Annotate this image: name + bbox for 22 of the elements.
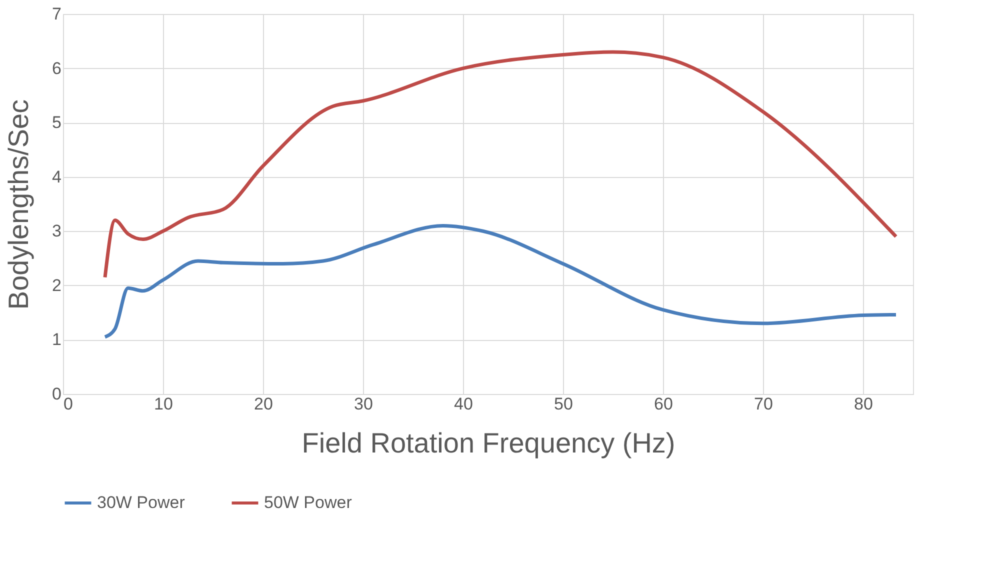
y-tick-label: 4 <box>52 167 62 186</box>
y-tick-label: 1 <box>52 330 62 350</box>
x-axis-title: Field Rotation Frequency (Hz) <box>302 428 676 458</box>
y-tick-label: 7 <box>52 4 62 24</box>
line-series <box>103 224 898 339</box>
y-tick-label: 2 <box>52 276 62 295</box>
y-tick-label: 6 <box>52 58 62 78</box>
x-tick-label: 20 <box>254 394 273 414</box>
legend-label: 50W Power <box>264 493 352 512</box>
y-tick-label: 3 <box>52 222 62 241</box>
x-tick-label: 30 <box>354 394 373 414</box>
x-tick-label: 10 <box>154 394 173 414</box>
y-tick-label: 5 <box>52 113 62 132</box>
x-tick-label: 70 <box>754 394 773 414</box>
x-tick-label: 40 <box>454 394 473 414</box>
legend-label: 30W Power <box>97 493 186 512</box>
y-axis-title: Bodylengths/Sec <box>3 99 34 310</box>
x-tick-label: 80 <box>854 394 873 414</box>
line-series <box>103 50 898 280</box>
x-tick-label: 50 <box>554 394 573 414</box>
x-tick-label: 60 <box>654 394 673 414</box>
x-tick-label: 0 <box>64 394 73 414</box>
